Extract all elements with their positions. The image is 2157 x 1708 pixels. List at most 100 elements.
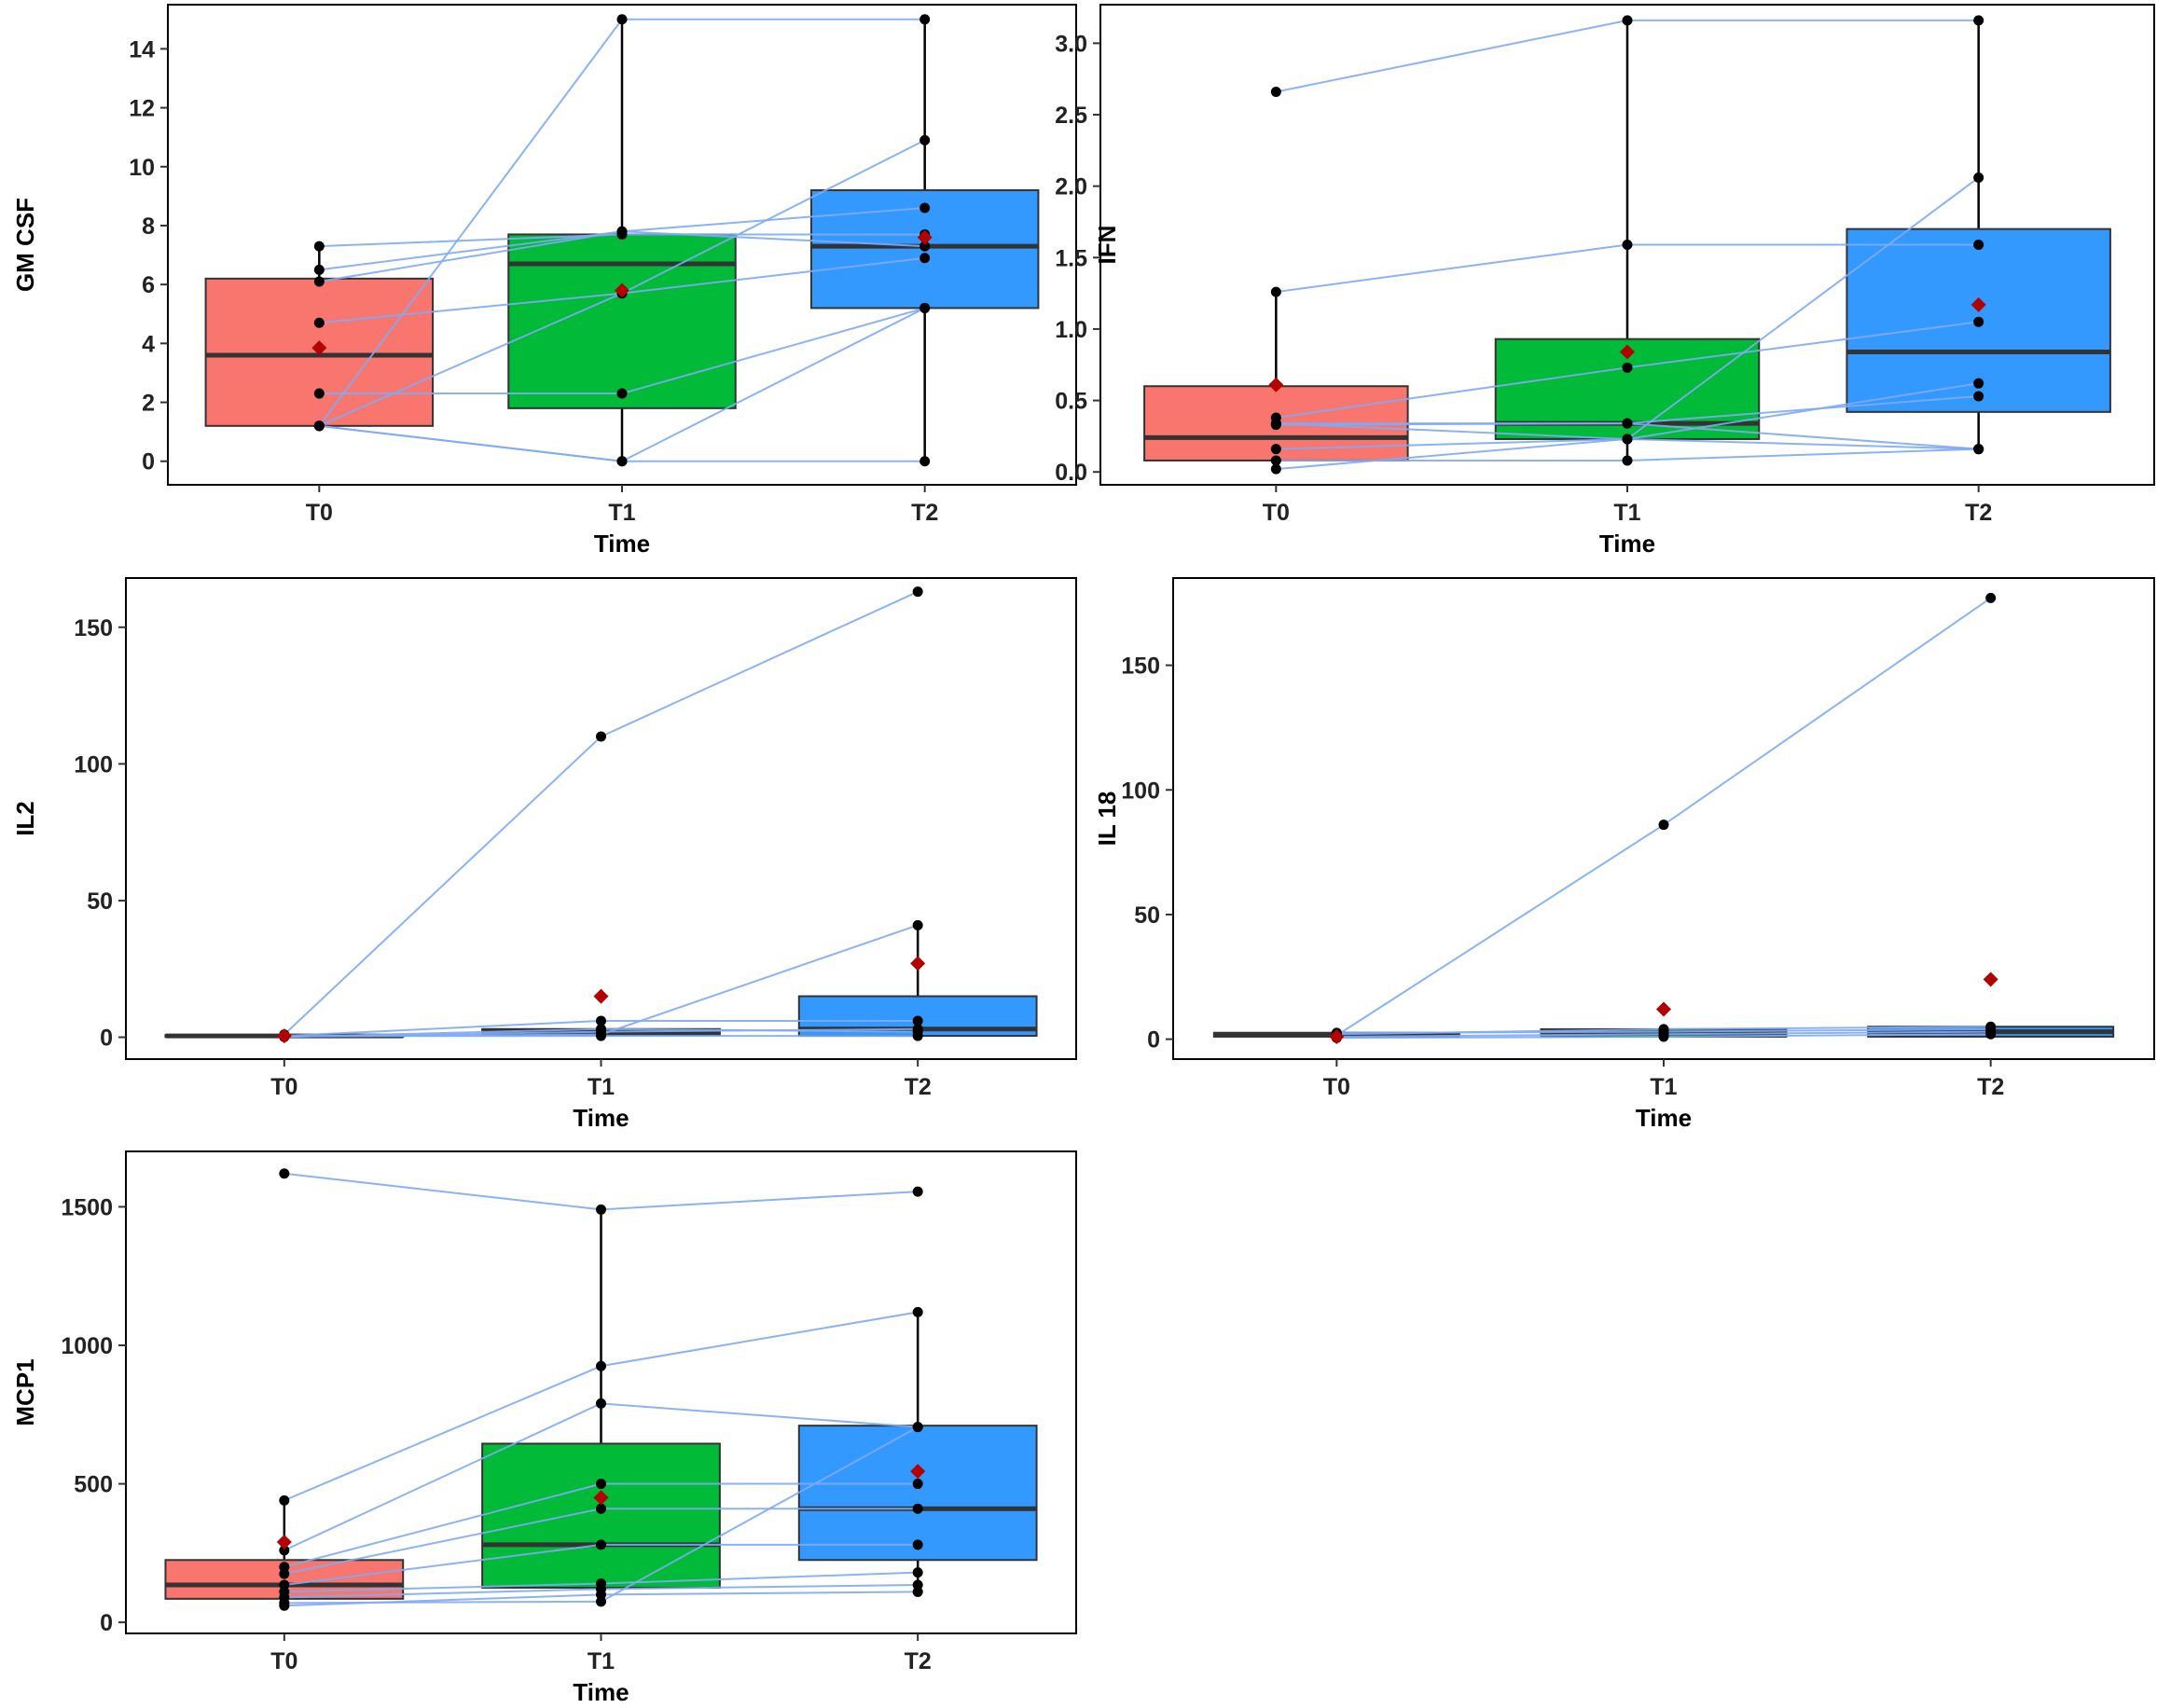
data-point xyxy=(279,1494,290,1506)
x-axis-title: Time xyxy=(573,1678,629,1706)
data-point xyxy=(919,456,931,467)
data-point xyxy=(1973,378,1984,389)
data-point xyxy=(1973,391,1984,402)
data-point xyxy=(1985,592,1997,603)
y-tick-label: 12 xyxy=(129,96,155,122)
data-point xyxy=(912,1026,923,1038)
y-tick-label: 6 xyxy=(142,272,155,298)
data-point xyxy=(596,1015,606,1026)
data-point xyxy=(912,1539,923,1550)
y-tick-label: 50 xyxy=(87,888,113,915)
chart-svg-gmcsf: 0 2 4 6 8 10 12 14 T0 T1 T2 Time GM CSF xyxy=(11,4,1077,558)
data-point xyxy=(1622,362,1633,373)
y-tick-label: 2.0 xyxy=(1055,174,1087,200)
x-tick-label-t0: T0 xyxy=(1263,500,1290,526)
y-tick-label: 1.5 xyxy=(1055,245,1087,271)
y-tick-label: 150 xyxy=(74,615,113,641)
y-tick-label: 14 xyxy=(129,36,155,62)
y-tick-label: 0 xyxy=(1147,1027,1160,1054)
data-point xyxy=(596,1204,606,1215)
data-point xyxy=(912,1306,923,1317)
y-tick-label: 0 xyxy=(100,1610,113,1636)
data-point xyxy=(313,241,325,252)
data-point xyxy=(1270,444,1281,455)
box-t1 xyxy=(507,233,737,409)
data-point xyxy=(616,456,628,467)
data-point xyxy=(1270,418,1281,429)
mean-marker-t2 xyxy=(1983,971,1998,987)
data-point xyxy=(1658,820,1669,831)
mean-marker-t1 xyxy=(593,1490,609,1506)
data-point xyxy=(596,1503,606,1514)
mean-marker-t1 xyxy=(593,988,609,1004)
data-point xyxy=(596,731,606,742)
y-tick-label: 0 xyxy=(142,449,155,475)
data-point xyxy=(1658,1026,1669,1038)
box-t1 xyxy=(481,1442,721,1589)
data-point xyxy=(912,586,923,598)
data-point xyxy=(313,317,325,328)
chart-panel-mcp1: 0 500 1000 1500 T0 T1 T2 Time MCP1 xyxy=(0,1142,1082,1708)
x-tick-label-t2: T2 xyxy=(905,1648,932,1674)
data-point xyxy=(1270,86,1281,97)
y-tick-label: 0.0 xyxy=(1055,460,1087,486)
box-t2 xyxy=(797,1425,1038,1562)
mean-marker-t1 xyxy=(1656,1001,1671,1017)
y-tick-label: 10 xyxy=(129,155,155,181)
data-point xyxy=(912,1015,923,1026)
y-tick-label: 2 xyxy=(142,391,155,417)
x-axis-title: Time xyxy=(594,530,650,558)
data-point xyxy=(279,1568,290,1579)
data-point xyxy=(1270,455,1281,466)
y-axis-title: GM CSF xyxy=(11,198,39,292)
data-point xyxy=(1622,455,1633,466)
data-point xyxy=(616,388,628,399)
data-point xyxy=(912,1586,923,1597)
data-point xyxy=(912,1567,923,1578)
y-tick-label: 50 xyxy=(1134,902,1160,929)
data-point xyxy=(912,1503,923,1514)
data-point xyxy=(919,241,931,252)
x-tick-label-t2: T2 xyxy=(1965,500,1992,526)
y-tick-label: 500 xyxy=(74,1472,113,1498)
data-point xyxy=(919,302,931,313)
data-point xyxy=(313,388,325,399)
data-point xyxy=(1622,434,1633,445)
mean-marker-t0 xyxy=(1329,1028,1345,1044)
mean-marker-t0 xyxy=(311,340,327,356)
y-tick-label: 0.5 xyxy=(1055,389,1087,415)
x-tick-label-t0: T0 xyxy=(1323,1074,1350,1100)
data-point xyxy=(596,1539,606,1550)
x-tick-label-t1: T1 xyxy=(608,500,635,526)
mean-marker-t2 xyxy=(910,1464,926,1480)
mean-marker-t0 xyxy=(276,1534,292,1550)
chart-svg-mcp1: 0 500 1000 1500 T0 T1 T2 Time MCP1 xyxy=(11,1150,1077,1706)
x-tick-label-t2: T2 xyxy=(911,500,938,526)
data-point xyxy=(1973,15,1984,26)
data-point xyxy=(1973,444,1984,455)
data-point xyxy=(1622,15,1633,26)
plot-frame xyxy=(1172,577,2155,1060)
mean-marker-t1 xyxy=(615,282,629,298)
chart-panel-il18: 0 50 100 150 T0 T1 T2 Time IL 18 xyxy=(1082,569,2157,1142)
y-axis-title: IL 18 xyxy=(1093,792,1121,847)
data-point xyxy=(313,420,325,432)
data-point xyxy=(596,1024,606,1035)
data-point xyxy=(1622,418,1633,429)
y-tick-label: 4 xyxy=(142,331,155,357)
chart-svg-ifn: 0.0 0.5 1.0 1.5 2.0 2.5 3.0 T0 T1 T2 Time IFN xyxy=(1055,4,2155,558)
y-tick-label: 0 xyxy=(100,1026,113,1052)
chart-panel-il2: 0 50 100 150 T0 T1 T2 Time IL2 xyxy=(0,569,1082,1142)
chart-svg-il2: 0 50 100 150 T0 T1 T2 Time IL2 xyxy=(11,577,1077,1132)
mean-marker-t2 xyxy=(910,956,926,971)
y-axis-title: MCP1 xyxy=(11,1358,39,1426)
data-point xyxy=(919,253,931,264)
x-axis-title: Time xyxy=(1636,1104,1692,1132)
y-tick-label: 8 xyxy=(142,214,155,240)
data-point xyxy=(919,134,931,145)
mean-marker-t2 xyxy=(917,229,933,245)
data-point xyxy=(596,1398,606,1409)
chart-svg-il18: 0 50 100 150 T0 T1 T2 Time IL 18 xyxy=(1093,577,2155,1132)
y-tick-label: 1.0 xyxy=(1055,317,1087,343)
x-axis-title: Time xyxy=(573,1104,629,1132)
